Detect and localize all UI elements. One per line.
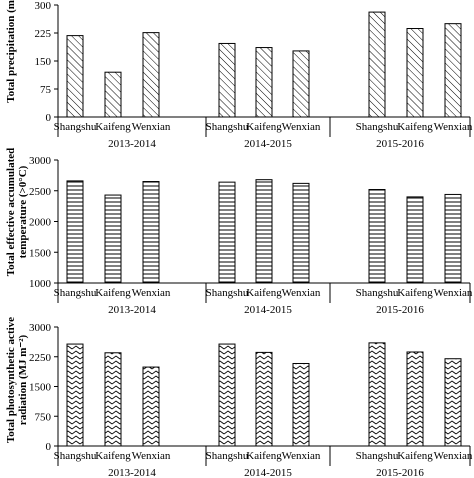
category-label: Wenxian [434, 450, 473, 462]
y-tick-label: 3000 [29, 322, 52, 334]
y-tick-label: 1500 [29, 382, 52, 394]
y-tick-label: 150 [35, 56, 52, 68]
category-label: Shangshu [54, 450, 97, 462]
y-tick-label: 1500 [29, 247, 52, 259]
bar-shangshu-2014-2015 [218, 42, 236, 118]
chart-panel-2: 1000 1500 2000 2500 3000 Total effective accu… [5, 148, 473, 316]
bar-kaifeng-2013-2014 [104, 71, 122, 118]
category-label: Shangshu [206, 287, 249, 299]
bar-kaifeng-2013-2014 [104, 194, 122, 284]
y-axis-title: Total precipitation (mm) [5, 0, 17, 103]
category-label: Shangshu [54, 121, 97, 133]
y-axis-title: temperature (>0°C) [17, 165, 29, 258]
bar-shangshu-2015-2016 [368, 189, 386, 284]
y-tick-label: 750 [35, 411, 52, 423]
group-label: 2014-2015 [244, 467, 292, 478]
bar-kaifeng-2014-2015 [255, 179, 273, 284]
category-label: Kaifeng [397, 450, 433, 462]
group-label: 2015-2016 [376, 467, 424, 478]
bar-kaifeng-2015-2016 [406, 28, 424, 118]
category-label: Wenxian [132, 121, 171, 133]
y-tick-label: 2250 [29, 352, 52, 364]
chart-panel-1: 0 75 150 225 300 Total precipitation (mm) 2013… [5, 0, 473, 150]
category-label: Wenxian [132, 287, 171, 299]
category-label: Shangshu [206, 121, 249, 133]
category-label: Kaifeng [246, 450, 282, 462]
group-label: 2015-2016 [376, 304, 424, 316]
category-label: Shangshu [356, 121, 399, 133]
category-label: Kaifeng [95, 121, 131, 133]
category-label: Shangshu [356, 287, 399, 299]
bar-kaifeng-2014-2015 [255, 47, 273, 118]
y-tick-label: 3000 [29, 155, 52, 167]
bar-shangshu-2014-2015 [218, 181, 236, 284]
y-axis-title: Total effective accumulated [5, 148, 17, 277]
y-axis-title: radiation (MJ m⁻²) [17, 334, 29, 425]
group-label: 2013-2014 [108, 467, 156, 478]
bar-wenxian-2013-2014 [142, 32, 160, 118]
bar-wenxian-2013-2014 [142, 181, 160, 284]
group-label: 2014-2015 [244, 138, 292, 150]
bar-shangshu-2013-2014 [66, 343, 84, 447]
bar-shangshu-2013-2014 [66, 35, 84, 118]
group-label: 2014-2015 [244, 304, 292, 316]
y-tick-label: 1000 [29, 278, 52, 290]
y-tick-label: 225 [35, 28, 52, 40]
bar-shangshu-2013-2014 [66, 180, 84, 284]
bar-wenxian-2013-2014 [142, 366, 160, 447]
category-label: Kaifeng [95, 287, 131, 299]
y-tick-label: 75 [40, 84, 52, 96]
group-label: 2015-2016 [376, 138, 424, 150]
bar-kaifeng-2014-2015 [255, 351, 273, 447]
category-label: Kaifeng [246, 121, 282, 133]
category-label: Shangshu [206, 450, 249, 462]
bar-shangshu-2015-2016 [368, 11, 386, 118]
bar-wenxian-2015-2016 [444, 23, 462, 118]
y-tick-label: 2500 [29, 186, 52, 198]
category-label: Shangshu [54, 287, 97, 299]
y-axis-title: Total photosynthetic active [5, 317, 17, 443]
group-label: 2013-2014 [108, 304, 156, 316]
category-label: Wenxian [434, 287, 473, 299]
bar-wenxian-2015-2016 [444, 358, 462, 447]
bar-shangshu-2014-2015 [218, 343, 236, 447]
category-label: Kaifeng [95, 450, 131, 462]
group-label: 2013-2014 [108, 138, 156, 150]
bar-wenxian-2014-2015 [292, 50, 310, 118]
bar-kaifeng-2015-2016 [406, 351, 424, 447]
category-label: Shangshu [356, 450, 399, 462]
y-tick-label: 300 [35, 0, 52, 12]
bar-kaifeng-2013-2014 [104, 352, 122, 447]
category-label: Wenxian [282, 121, 321, 133]
category-label: Kaifeng [397, 287, 433, 299]
y-tick-label: 2000 [29, 217, 52, 229]
category-label: Wenxian [282, 287, 321, 299]
bar-kaifeng-2015-2016 [406, 196, 424, 284]
y-tick-label: 0 [46, 112, 52, 124]
y-tick-label: 0 [46, 441, 52, 453]
category-label: Wenxian [132, 450, 171, 462]
category-label: Kaifeng [397, 121, 433, 133]
category-label: Wenxian [434, 121, 473, 133]
bar-wenxian-2014-2015 [292, 362, 310, 447]
category-label: Kaifeng [246, 287, 282, 299]
bar-wenxian-2015-2016 [444, 193, 462, 284]
chart-panel-3: 0 750 1500 2250 3000 Total photosynthetic act… [5, 317, 473, 478]
bar-shangshu-2015-2016 [368, 342, 386, 447]
bar-wenxian-2014-2015 [292, 182, 310, 284]
category-label: Wenxian [282, 450, 321, 462]
